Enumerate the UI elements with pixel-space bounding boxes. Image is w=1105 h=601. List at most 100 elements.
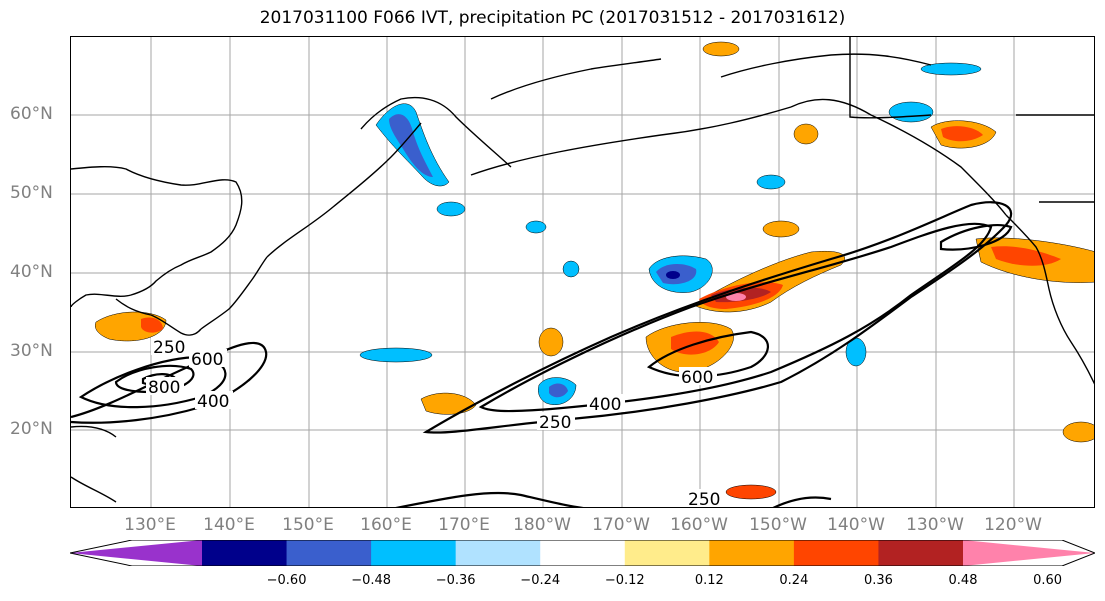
coastline-asia [71,166,243,308]
lon-label-120w: 120°W [984,515,1042,535]
lat-label-30n: 30°N [10,341,53,361]
contour-label-bg-1 [151,337,189,355]
colorbar-tick-label: −0.48 [351,573,392,588]
shade-blob-14 [525,220,547,234]
coastline-chukotka [490,58,662,100]
contour-label-250-south: 250 [688,490,720,508]
contour-label-800-west: 800 [148,378,180,398]
lon-label-140e: 140°E [203,515,255,535]
shade-blob-6 [702,41,740,57]
map-canvas: 250 600 800 400 250 400 600 250 [71,37,1094,508]
colorbar-tick-label: 0.36 [863,573,893,588]
contour-label-bg-8 [686,489,724,507]
contour-label-600-west: 600 [191,350,223,370]
lon-label-130w: 130°W [906,515,964,535]
figure-title: 2017031100 F066 IVT, precipitation PC (2… [259,8,846,28]
coastline-alaska-north [720,53,932,78]
colorbar [70,540,1095,566]
lon-label-130e: 130°E [124,515,176,535]
contour-label-bg-3 [146,377,184,395]
shade-positive-max [726,293,746,301]
contour-labels: 250 600 800 400 250 400 600 250 [146,337,724,508]
lon-label-170e: 170°E [438,515,490,535]
coastlines [71,37,1094,503]
shade-blob-13 [562,260,580,278]
colorbar-cell-0 [70,540,202,566]
shade-neg-south-inner [549,383,568,398]
lat-label-50n: 50°N [10,183,53,203]
ivt-contour-west-600 [114,364,195,394]
shade-canada-core [941,126,983,142]
shade-blob-4 [888,101,934,123]
lon-label-160e: 160°E [360,515,412,535]
ivt-contour-south-250 [395,491,584,507]
lon-label-140w: 140°W [827,515,885,535]
ivt-contour-west-400 [78,355,227,409]
colorbar-tick-label: −0.36 [435,573,476,588]
shade-central-neg-core [666,271,680,279]
coastline-taiwan [71,425,117,438]
colorbar-tick-label: −0.24 [520,573,561,588]
shade-blob-9 [538,327,564,357]
colorbar-cell-9 [878,540,964,566]
ivt-contour-south-250b [772,496,832,507]
colorbar-cell-4 [455,540,541,566]
shade-pos-south [420,392,477,415]
contour-label-400-west: 400 [197,392,229,412]
colorbar-cell-7 [709,540,795,566]
colorbar-tick-label: 0.24 [779,573,809,588]
lat-label-40n: 40°N [10,262,53,282]
colorbar-tick-label: 0.60 [1033,573,1063,588]
shade-japan-core [141,317,163,333]
colorbar-tick-label: −0.12 [604,573,645,588]
contour-label-bg-7 [679,367,717,385]
colorbar-cell-1 [202,540,288,566]
colorbar-tick-label: 0.48 [948,573,978,588]
colorbar-cell-8 [793,540,879,566]
lon-label-150w: 150°W [749,515,807,535]
shade-blob-11 [725,484,777,500]
coastline-korea-japan [115,298,202,336]
shade-blob-5 [920,62,982,76]
coastline-kamchatka [360,96,512,168]
border-alaska-canada [849,37,932,119]
coastline-us-west [1005,214,1094,385]
ivt-contour-east-400 [478,222,993,413]
shade-blob-1 [436,201,466,217]
colorbar-cells [70,540,1095,566]
lon-label-160w: 160°W [670,515,728,535]
contour-label-400-east: 400 [589,395,621,415]
shade-blob-2 [359,347,433,363]
shade-blob-10 [1062,421,1094,443]
coastline-philippines [71,476,117,503]
coastline-kurils [266,122,422,258]
lon-label-150e: 150°E [282,515,334,535]
coastline-bering [470,106,792,176]
shade-blob-3 [756,174,786,190]
shade-kamchatka-inner [389,114,433,177]
coastline-alaska-gulf [790,98,1007,216]
map-panel: 250 600 800 400 250 400 600 250 [70,36,1095,508]
contour-label-250-east: 250 [539,413,571,433]
lat-label-20n: 20°N [10,419,53,439]
colorbar-cell-5 [540,540,626,566]
contour-label-bg-4 [195,391,233,409]
contour-label-bg-5 [537,412,575,430]
colorbar-tick-label: −0.60 [266,573,307,588]
ivt-contour-east-250 [422,201,1013,434]
colorbar-cell-10 [963,540,1095,566]
lon-label-180w: 180°W [513,515,571,535]
lat-label-60n: 60°N [10,104,53,124]
shade-blob-8 [762,220,800,238]
lon-label-170w: 170°W [592,515,650,535]
colorbar-cell-6 [624,540,710,566]
contour-label-600-east: 600 [681,368,713,388]
graticule [71,37,1094,507]
colorbar-cell-2 [286,540,372,566]
contour-label-250-west: 250 [153,338,185,358]
contour-label-bg-6 [587,394,625,412]
shade-blob-7 [793,123,819,145]
coastline-japan-arc [200,256,268,330]
ivt-contour-east-600b [939,224,1013,251]
colorbar-tick-label: 0.12 [694,573,724,588]
